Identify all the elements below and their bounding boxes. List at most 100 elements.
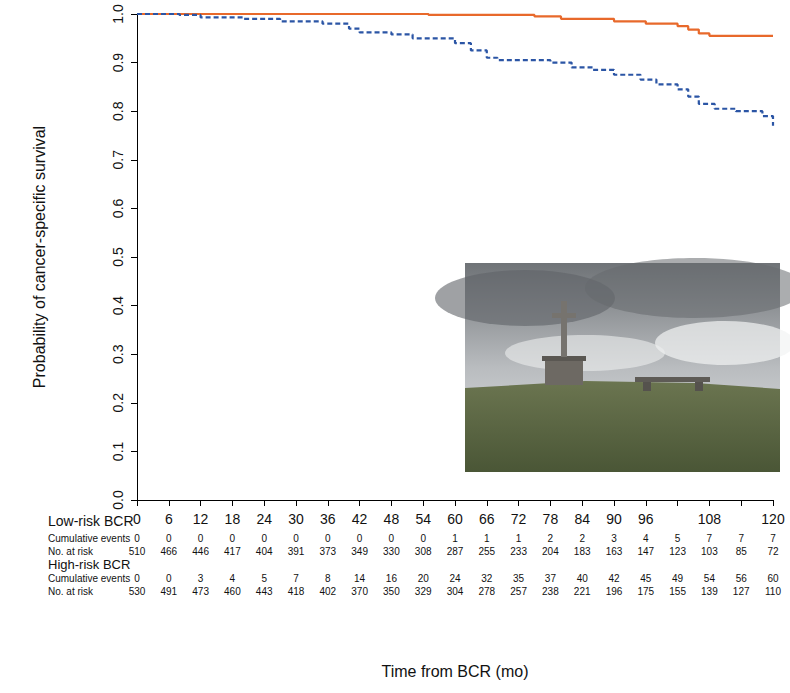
svg-text:6: 6	[165, 511, 173, 527]
svg-text:139: 139	[701, 586, 718, 597]
svg-text:127: 127	[733, 586, 750, 597]
svg-text:238: 238	[542, 586, 559, 597]
svg-text:103: 103	[701, 546, 718, 557]
svg-text:404: 404	[256, 546, 273, 557]
svg-text:18: 18	[225, 511, 241, 527]
svg-text:1.0: 1.0	[110, 4, 126, 24]
svg-text:56: 56	[736, 573, 748, 584]
svg-text:14: 14	[354, 573, 366, 584]
svg-text:329: 329	[415, 586, 432, 597]
svg-text:1: 1	[484, 533, 490, 544]
svg-text:78: 78	[543, 511, 559, 527]
svg-text:Probability of cancer-specific: Probability of cancer-specific survival	[31, 126, 48, 388]
svg-text:36: 36	[320, 511, 336, 527]
svg-text:0.1: 0.1	[110, 441, 126, 461]
svg-text:0.4: 0.4	[110, 296, 126, 316]
svg-text:221: 221	[574, 586, 591, 597]
svg-text:163: 163	[606, 546, 623, 557]
svg-text:0.0: 0.0	[110, 490, 126, 510]
svg-text:7: 7	[770, 533, 776, 544]
svg-text:308: 308	[415, 546, 432, 557]
svg-text:72: 72	[767, 546, 779, 557]
svg-text:391: 391	[288, 546, 305, 557]
svg-text:446: 446	[192, 546, 209, 557]
svg-text:Time from BCR (mo): Time from BCR (mo)	[382, 663, 529, 680]
svg-text:No. at risk: No. at risk	[48, 586, 94, 597]
svg-text:373: 373	[319, 546, 336, 557]
svg-text:0: 0	[230, 533, 236, 544]
svg-text:257: 257	[510, 586, 527, 597]
svg-text:72: 72	[511, 511, 527, 527]
svg-text:0.5: 0.5	[110, 247, 126, 267]
svg-text:0.2: 0.2	[110, 393, 126, 413]
svg-text:287: 287	[447, 546, 464, 557]
svg-text:418: 418	[288, 586, 305, 597]
svg-text:0: 0	[389, 533, 395, 544]
svg-text:0.6: 0.6	[110, 198, 126, 218]
svg-text:491: 491	[160, 586, 177, 597]
svg-text:16: 16	[386, 573, 398, 584]
svg-text:402: 402	[319, 586, 336, 597]
svg-text:60: 60	[447, 511, 463, 527]
svg-text:32: 32	[481, 573, 493, 584]
svg-text:No. at risk: No. at risk	[48, 546, 94, 557]
svg-text:0: 0	[293, 533, 299, 544]
svg-text:42: 42	[608, 573, 620, 584]
svg-text:1: 1	[516, 533, 522, 544]
svg-text:0: 0	[166, 573, 172, 584]
svg-text:42: 42	[352, 511, 368, 527]
svg-text:183: 183	[574, 546, 591, 557]
svg-text:0: 0	[325, 533, 331, 544]
svg-text:460: 460	[224, 586, 241, 597]
svg-text:147: 147	[637, 546, 654, 557]
svg-text:8: 8	[325, 573, 331, 584]
svg-text:0: 0	[198, 533, 204, 544]
svg-text:350: 350	[383, 586, 400, 597]
svg-text:7: 7	[293, 573, 299, 584]
svg-text:High-risk BCR: High-risk BCR	[48, 557, 130, 572]
svg-text:2: 2	[579, 533, 585, 544]
svg-text:123: 123	[669, 546, 686, 557]
svg-text:54: 54	[415, 511, 431, 527]
svg-text:330: 330	[383, 546, 400, 557]
svg-text:85: 85	[736, 546, 748, 557]
svg-text:4: 4	[643, 533, 649, 544]
svg-text:155: 155	[669, 586, 686, 597]
svg-text:349: 349	[351, 546, 368, 557]
svg-text:1: 1	[452, 533, 458, 544]
svg-text:84: 84	[574, 511, 590, 527]
svg-text:196: 196	[606, 586, 623, 597]
svg-text:0.9: 0.9	[110, 53, 126, 73]
svg-text:90: 90	[606, 511, 622, 527]
svg-text:0: 0	[134, 533, 140, 544]
svg-text:108: 108	[698, 511, 722, 527]
svg-text:0: 0	[261, 533, 267, 544]
svg-text:120: 120	[761, 511, 785, 527]
svg-text:45: 45	[640, 573, 652, 584]
svg-text:0: 0	[420, 533, 426, 544]
svg-text:48: 48	[384, 511, 400, 527]
svg-text:466: 466	[160, 546, 177, 557]
svg-text:5: 5	[261, 573, 267, 584]
svg-text:40: 40	[577, 573, 589, 584]
svg-text:473: 473	[192, 586, 209, 597]
svg-text:3: 3	[611, 533, 617, 544]
svg-text:49: 49	[672, 573, 684, 584]
svg-text:Cumulative events: Cumulative events	[48, 533, 130, 544]
svg-text:278: 278	[478, 586, 495, 597]
svg-text:0.8: 0.8	[110, 101, 126, 121]
svg-text:20: 20	[418, 573, 430, 584]
svg-text:0: 0	[133, 511, 141, 527]
svg-text:110: 110	[765, 586, 781, 597]
svg-text:Cumulative events: Cumulative events	[48, 573, 130, 584]
svg-text:7: 7	[738, 533, 744, 544]
svg-text:0: 0	[166, 533, 172, 544]
svg-text:255: 255	[478, 546, 495, 557]
svg-text:7: 7	[707, 533, 713, 544]
svg-text:443: 443	[256, 586, 273, 597]
svg-text:204: 204	[542, 546, 559, 557]
svg-text:0: 0	[134, 573, 140, 584]
svg-text:233: 233	[510, 546, 527, 557]
svg-text:24: 24	[449, 573, 461, 584]
svg-text:0.7: 0.7	[110, 150, 126, 170]
